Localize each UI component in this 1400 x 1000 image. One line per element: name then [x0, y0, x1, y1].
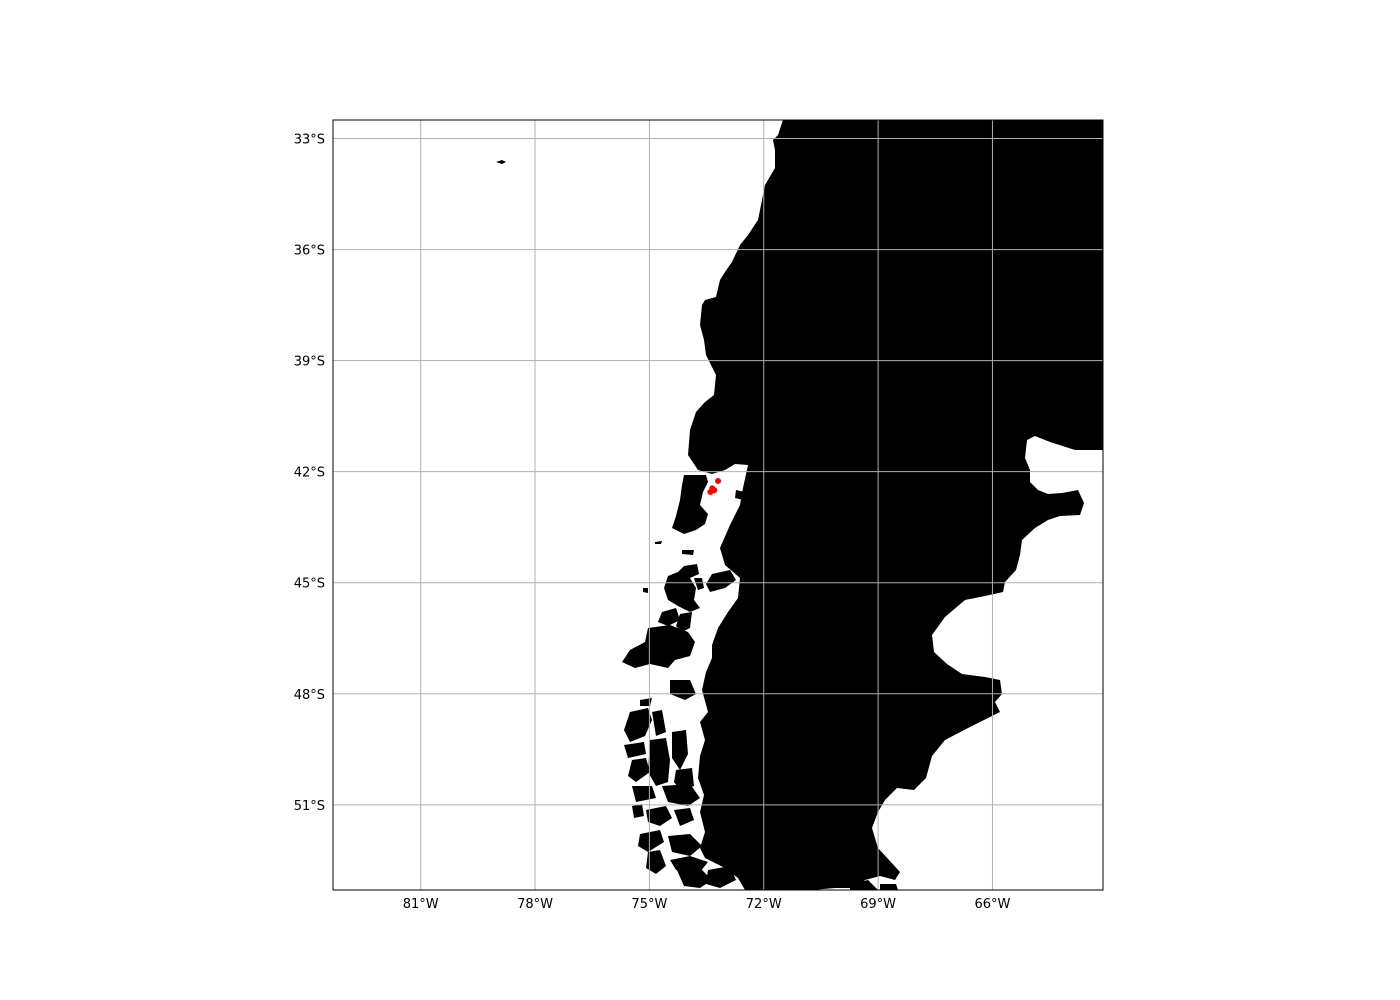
location-marker	[715, 477, 721, 484]
island-chiloe	[672, 475, 708, 534]
peninsula-taitao	[622, 625, 695, 668]
island-juan-fernandez	[496, 160, 506, 164]
archipelago-chonos	[664, 564, 700, 612]
longitude-tick-labels: 81°W 78°W 75°W 72°W 69°W 66°W	[403, 897, 1011, 912]
latitude-tick-labels: 33°S 36°S 39°S 42°S 45°S 48°S 51°S	[294, 133, 325, 814]
marker-layer	[707, 477, 721, 496]
lon-tick-label: 78°W	[517, 897, 553, 912]
gridlines	[333, 120, 1103, 890]
lon-tick-label: 69°W	[860, 897, 896, 912]
land-layer	[496, 120, 1103, 890]
lat-tick-label: 36°S	[294, 244, 325, 259]
lon-tick-label: 81°W	[403, 897, 439, 912]
lon-tick-label: 75°W	[631, 897, 667, 912]
lat-tick-label: 33°S	[294, 133, 325, 148]
lat-tick-label: 42°S	[294, 466, 325, 481]
lon-tick-label: 66°W	[975, 897, 1011, 912]
map-frame	[332, 119, 1104, 891]
lat-tick-label: 51°S	[294, 799, 325, 814]
location-marker	[711, 487, 718, 494]
lat-tick-label: 45°S	[294, 577, 325, 592]
mainland	[688, 120, 1103, 890]
lat-tick-label: 39°S	[294, 355, 325, 370]
lat-tick-label: 48°S	[294, 688, 325, 703]
lon-tick-label: 72°W	[746, 897, 782, 912]
